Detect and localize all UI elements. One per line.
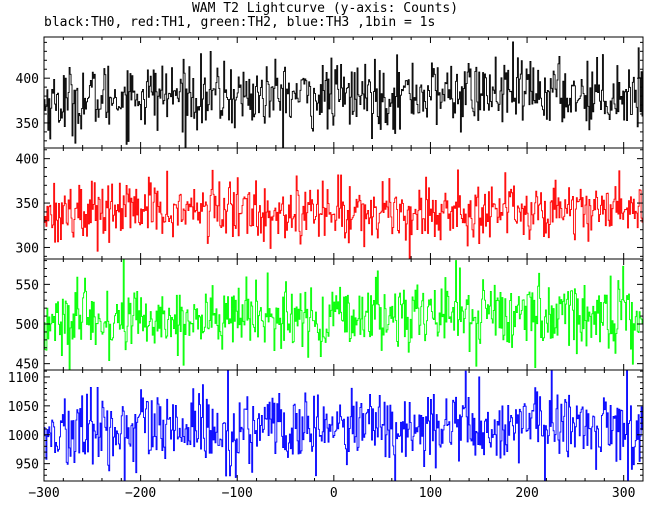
x-tick-label: −100 xyxy=(222,486,253,501)
y-tick-label: 1050 xyxy=(8,400,39,415)
y-tick-label: 950 xyxy=(16,458,39,473)
series-th0 xyxy=(44,41,643,148)
y-tick-label: 450 xyxy=(16,358,39,373)
y-tick-label: 400 xyxy=(16,72,39,87)
series-th3 xyxy=(44,370,643,481)
panel-th2: 450 500 550 xyxy=(16,258,644,373)
x-tick-label: −300 xyxy=(28,486,59,501)
series-th1 xyxy=(44,169,643,259)
panel-th0: 350 400 xyxy=(16,36,644,149)
y-tick-label: 1100 xyxy=(8,371,39,386)
chart-subtitle: black:TH0, red:TH1, green:TH2, blue:TH3 … xyxy=(44,15,436,30)
chart-title: WAM T2 Lightcurve (y-axis: Counts) xyxy=(191,1,459,16)
series-th2 xyxy=(44,259,643,370)
y-tick-label: 350 xyxy=(16,197,39,212)
x-tick-label: −200 xyxy=(125,486,156,501)
panel-th3: 950 1000 1050 1100 xyxy=(8,369,644,482)
x-tick-label: 100 xyxy=(419,486,442,501)
y-tick-label: 550 xyxy=(16,278,39,293)
y-tick-label: 350 xyxy=(16,117,39,132)
y-tick-label: 300 xyxy=(16,241,39,256)
y-tick-label: 500 xyxy=(16,318,39,333)
x-tick-label: 200 xyxy=(515,486,538,501)
x-tick-label: 0 xyxy=(330,486,338,501)
panel-frame xyxy=(43,369,644,482)
y-tick-label: 400 xyxy=(16,153,39,168)
y-tick-label: 1000 xyxy=(8,429,39,444)
x-tick-label: 300 xyxy=(612,486,635,501)
panel-th1: 300 350 400 xyxy=(16,147,644,260)
